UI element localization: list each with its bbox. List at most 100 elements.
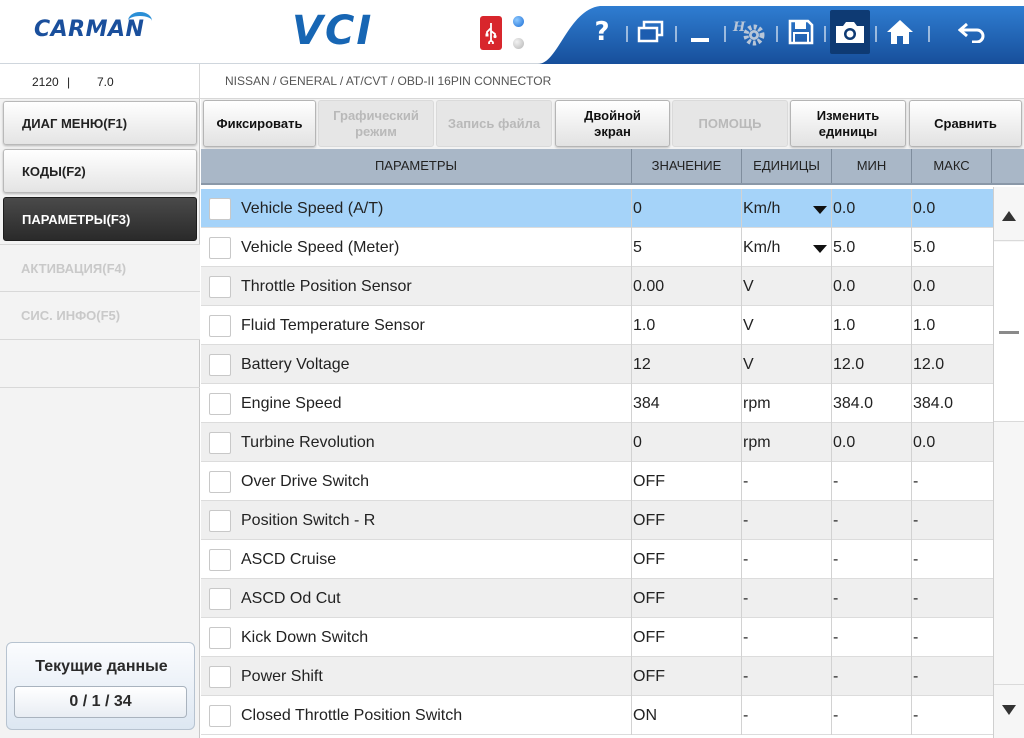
row-checkbox[interactable]	[209, 198, 231, 220]
cell-unit: rpm	[743, 395, 771, 412]
row-checkbox[interactable]	[209, 315, 231, 337]
table-row[interactable]: ASCD Od Cut OFF - - -	[201, 579, 993, 618]
freeze-button[interactable]: Фиксировать	[203, 100, 316, 147]
column-divider	[831, 189, 832, 228]
table-row[interactable]: Turbine Revolution 0 rpm 0.0 0.0	[201, 423, 993, 462]
scroll-up-button[interactable]	[994, 191, 1024, 241]
cell-name: Position Switch - R	[241, 512, 376, 529]
row-checkbox[interactable]	[209, 510, 231, 532]
cell-unit: -	[743, 629, 749, 646]
column-header-parameters[interactable]: ПАРАМЕТРЫ	[201, 149, 632, 183]
column-divider	[911, 579, 912, 618]
column-divider	[741, 384, 742, 423]
column-divider	[911, 267, 912, 306]
sidebar-item-activation: АКТИВАЦИЯ(F4)	[0, 244, 200, 292]
cell-name: Kick Down Switch	[241, 629, 369, 646]
cell-max: 0.0	[913, 200, 936, 217]
table-row[interactable]: Vehicle Speed (A/T) 0 Km/h 0.0 0.0	[201, 189, 993, 228]
cell-value: 0	[633, 200, 642, 217]
cell-min: -	[833, 668, 839, 685]
table-row[interactable]: Fluid Temperature Sensor 1.0 V 1.0 1.0	[201, 306, 993, 345]
compare-button[interactable]: Сравнить	[909, 100, 1022, 147]
row-checkbox[interactable]	[209, 237, 231, 259]
table-header: ПАРАМЕТРЫ ЗНАЧЕНИЕ ЕДИНИЦЫ МИН МАКС	[201, 149, 1024, 185]
table-row[interactable]: ASCD Cruise OFF - - -	[201, 540, 993, 579]
cell-unit: -	[743, 668, 749, 685]
cell-min: 1.0	[833, 317, 856, 334]
table-row[interactable]: Power Shift OFF - - -	[201, 657, 993, 696]
sidebar-item-label: КОДЫ(F2)	[22, 163, 86, 179]
home-button[interactable]	[880, 10, 920, 54]
row-checkbox[interactable]	[209, 588, 231, 610]
cell-unit: -	[743, 590, 749, 607]
cell-unit: Km/h	[743, 239, 781, 256]
cell-max: 5.0	[913, 239, 936, 256]
column-header-min[interactable]: МИН	[832, 149, 912, 183]
column-header-value[interactable]: ЗНАЧЕНИЕ	[632, 149, 742, 183]
scrollbar[interactable]	[993, 187, 1024, 738]
column-divider	[831, 462, 832, 501]
cell-max: -	[913, 629, 919, 646]
sidebar-item-parameters[interactable]: ПАРАМЕТРЫ(F3)	[3, 197, 197, 241]
minimize-button[interactable]	[680, 10, 720, 54]
cell-min: -	[833, 512, 839, 529]
row-checkbox[interactable]	[209, 666, 231, 688]
column-divider	[631, 384, 632, 423]
table-row[interactable]: Position Switch - R OFF - - -	[201, 501, 993, 540]
cell-min: 0.0	[833, 278, 856, 295]
table-row[interactable]: Throttle Position Sensor 0.00 V 0.0 0.0	[201, 267, 993, 306]
column-divider	[631, 345, 632, 384]
table-row[interactable]: Engine Speed 384 rpm 384.0 384.0	[201, 384, 993, 423]
cell-name: ASCD Cruise	[241, 551, 337, 568]
table-row[interactable]: Closed Throttle Position Switch ON - - -	[201, 696, 993, 735]
table-row[interactable]: Vehicle Speed (Meter) 5 Km/h 5.0 5.0	[201, 228, 993, 267]
current-data-title: Текущие данные	[35, 658, 168, 675]
table-row[interactable]: Battery Voltage 12 V 12.0 12.0	[201, 345, 993, 384]
column-divider	[631, 228, 632, 267]
scroll-down-button[interactable]	[994, 684, 1024, 734]
column-header-units[interactable]: ЕДИНИЦЫ	[742, 149, 832, 183]
table-row[interactable]: Over Drive Switch OFF - - -	[201, 462, 993, 501]
column-header-max[interactable]: МАКС	[912, 149, 992, 183]
row-checkbox[interactable]	[209, 276, 231, 298]
sidebar-item-codes[interactable]: КОДЫ(F2)	[3, 149, 197, 193]
settings-icon: H	[732, 20, 765, 46]
column-divider	[741, 423, 742, 462]
row-checkbox[interactable]	[209, 549, 231, 571]
product-title: VCI	[292, 8, 374, 54]
row-checkbox[interactable]	[209, 432, 231, 454]
record-file-button: Запись файла	[436, 100, 552, 147]
dual-screen-button[interactable]: Двойной экран	[555, 100, 670, 147]
row-checkbox[interactable]	[209, 705, 231, 727]
help-button[interactable]: ?	[582, 10, 622, 54]
scroll-thumb[interactable]	[994, 242, 1024, 422]
column-divider	[831, 540, 832, 579]
window-button[interactable]	[631, 10, 671, 54]
camera-button[interactable]	[830, 10, 870, 54]
row-checkbox[interactable]	[209, 471, 231, 493]
row-checkbox[interactable]	[209, 627, 231, 649]
change-units-button[interactable]: Изменить единицы	[790, 100, 906, 147]
unit-dropdown-icon[interactable]	[813, 245, 827, 253]
unit-dropdown-icon[interactable]	[813, 206, 827, 214]
cell-max: -	[913, 551, 919, 568]
sidebar-item-label: ПАРАМЕТРЫ(F3)	[22, 211, 131, 227]
cell-min: 384.0	[833, 395, 874, 412]
cell-max: 0.0	[913, 278, 936, 295]
help-icon: ?	[594, 17, 610, 47]
row-checkbox[interactable]	[209, 354, 231, 376]
scroll-down-icon	[1002, 704, 1016, 715]
cell-max: -	[913, 707, 919, 724]
window-icon	[637, 20, 664, 43]
sidebar-item-diag-menu[interactable]: ДИАГ МЕНЮ(F1)	[3, 101, 197, 145]
cell-min: -	[833, 629, 839, 646]
table-row[interactable]: Kick Down Switch OFF - - -	[201, 618, 993, 657]
sidebar-empty-slot	[0, 340, 200, 388]
column-divider	[911, 540, 912, 579]
save-button[interactable]	[781, 10, 821, 54]
back-button[interactable]	[952, 10, 992, 54]
column-divider	[911, 189, 912, 228]
row-checkbox[interactable]	[209, 393, 231, 415]
column-divider	[741, 306, 742, 345]
settings-button[interactable]: H	[730, 10, 770, 54]
